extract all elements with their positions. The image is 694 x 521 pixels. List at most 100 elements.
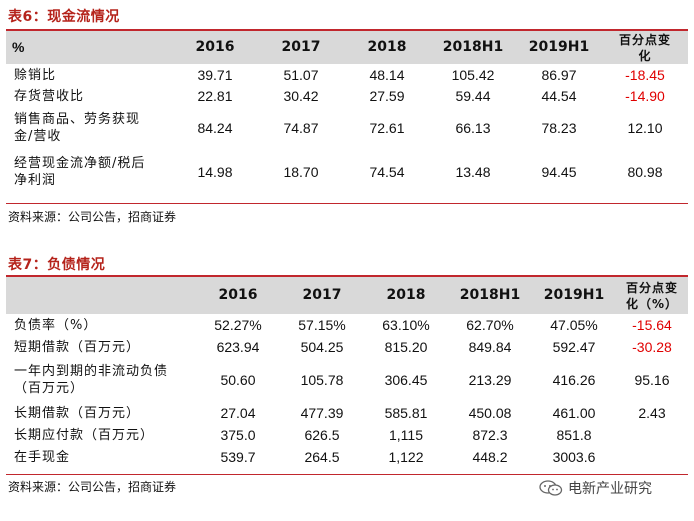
table6-top-rule xyxy=(6,29,688,31)
table7-title: 表7：负债情况 xyxy=(8,257,106,273)
table7-row: 长期应付款（百万元） 375.0 626.5 1,115 872.3 851.8 xyxy=(6,424,688,446)
row-value: -30.28 xyxy=(632,338,672,355)
row-value: 48.14 xyxy=(369,66,405,83)
table7-header-bg xyxy=(6,277,688,314)
row-value: 306.45 xyxy=(384,371,428,388)
row-value: 623.94 xyxy=(216,338,260,355)
row-value: 264.5 xyxy=(304,449,340,465)
table6-header-bg xyxy=(6,31,688,64)
row-value: -18.45 xyxy=(625,66,665,83)
row-label: 短期借款（百万元） xyxy=(14,339,141,355)
row-label: 销售商品、劳务获现金/营收 xyxy=(14,112,141,144)
row-value: 448.2 xyxy=(472,449,508,465)
row-value xyxy=(616,446,688,469)
row-value: 59.44 xyxy=(455,87,491,104)
row-value: 80.98 xyxy=(627,163,663,180)
row-value: 592.47 xyxy=(552,338,596,355)
row-value: 13.48 xyxy=(455,163,491,180)
row-value xyxy=(616,424,688,446)
row-value: 22.81 xyxy=(197,87,233,104)
row-value: 477.39 xyxy=(300,404,344,421)
row-value: 50.60 xyxy=(220,371,256,388)
row-value: 66.13 xyxy=(455,119,491,136)
table6-header-row: % 2016 2017 2018 2018H1 2019H1 百分点变化 xyxy=(6,31,688,64)
table6-row: 销售商品、劳务获现金/营收 84.24 74.87 72.61 66.13 78.23 12… xyxy=(6,106,688,150)
table6-header-cell: 2018 xyxy=(367,39,407,55)
table6-header-cell: 2018H1 xyxy=(442,39,504,55)
row-value: 12.10 xyxy=(627,119,663,136)
row-value: 57.15% xyxy=(298,316,346,333)
row-value: 3003.6 xyxy=(552,449,596,465)
row-value: 105.42 xyxy=(451,66,495,83)
table6-row: 存货营收比 22.81 30.42 27.59 59.44 44.54 -14.90 xyxy=(6,86,688,106)
row-value: 1,115 xyxy=(389,426,423,443)
table7-source: 资料来源：公司公告，招商证券 xyxy=(8,480,177,494)
row-value: 626.5 xyxy=(304,426,340,443)
table7-header-row: 2016 2017 2018 2018H1 2019H1 百分点变化（%） xyxy=(6,277,688,314)
watermark-text: 电新产业研究 xyxy=(568,481,652,497)
row-value: 74.54 xyxy=(369,163,405,180)
row-value: 51.07 xyxy=(283,66,319,83)
row-label: 一年内到期的非流动负债（百万元） xyxy=(14,364,169,396)
table7-header-cell xyxy=(6,277,196,314)
table7-row: 在手现金 539.7 264.5 1,122 448.2 3003.6 xyxy=(6,446,688,469)
row-value: 105.78 xyxy=(300,371,344,388)
row-value: 52.27% xyxy=(214,316,262,333)
row-label: 存货营收比 xyxy=(14,88,85,104)
row-value: 375.0 xyxy=(220,426,256,443)
row-value: 872.3 xyxy=(472,426,508,443)
row-label: 在手现金 xyxy=(14,450,71,465)
row-label: 负债率（%） xyxy=(14,317,98,333)
table7-header-cell: 2018 xyxy=(386,287,426,303)
row-value: 2.43 xyxy=(638,404,666,421)
table6-header-cell: 2017 xyxy=(281,39,321,55)
row-value: 74.87 xyxy=(283,119,319,136)
table6-row: 赊销比 39.71 51.07 48.14 105.42 86.97 -18.45 xyxy=(6,64,688,86)
row-value: 450.08 xyxy=(468,404,512,421)
row-value: 851.8 xyxy=(556,426,592,443)
row-value: 213.29 xyxy=(468,371,512,388)
row-value: 86.97 xyxy=(541,66,577,83)
row-value: 47.05% xyxy=(550,316,598,333)
wechat-icon xyxy=(539,480,563,496)
row-value: 44.54 xyxy=(541,87,577,104)
row-value: 72.61 xyxy=(369,119,405,136)
row-value: 94.45 xyxy=(541,163,577,180)
row-value: 585.81 xyxy=(384,404,428,421)
table7-header-cell: 百分点变化（%） xyxy=(625,280,679,311)
row-label: 赊销比 xyxy=(14,67,57,83)
row-value: -15.64 xyxy=(632,316,672,333)
row-value: 849.84 xyxy=(468,338,512,355)
row-label: 长期应付款（百万元） xyxy=(14,427,155,443)
table6-header-cell: % xyxy=(12,39,25,55)
row-value: 30.42 xyxy=(283,87,319,104)
table6-source: 资料来源：公司公告，招商证券 xyxy=(8,210,177,224)
row-value: 84.24 xyxy=(197,119,233,136)
table6-header-cell: 2016 xyxy=(195,39,235,55)
row-value: 815.20 xyxy=(384,338,428,355)
table7-header-cell: 2017 xyxy=(302,287,342,303)
row-value: 1,122 xyxy=(388,449,424,465)
table6-header-cell: 2019H1 xyxy=(528,39,590,55)
table7-row: 负债率（%） 52.27% 57.15% 63.10% 62.70% 47.05% -15.… xyxy=(6,314,688,336)
row-value: -14.90 xyxy=(625,87,665,104)
row-value: 27.59 xyxy=(369,87,405,104)
table7-row: 长期借款（百万元） 27.04 477.39 585.81 450.08 461.00 2.… xyxy=(6,402,688,424)
table6-title: 表6：现金流情况 xyxy=(8,9,120,25)
row-value: 18.70 xyxy=(283,163,319,180)
row-label: 长期借款（百万元） xyxy=(14,405,141,421)
table7-bottom-rule xyxy=(6,474,688,475)
table6: % 2016 2017 2018 2018H1 2019H1 百分点变化 赊销比… xyxy=(6,31,688,194)
table7-header-cell: 2018H1 xyxy=(459,287,521,303)
row-value: 62.70% xyxy=(466,316,514,333)
row-value: 95.16 xyxy=(634,371,670,388)
table6-row: 经营现金流净额/税后净利润 14.98 18.70 74.54 13.48 94.45 80… xyxy=(6,150,688,194)
row-value: 504.25 xyxy=(300,338,344,355)
watermark: 电新产业研究 xyxy=(538,478,652,498)
table7-top-rule xyxy=(6,275,688,277)
table6-bottom-rule xyxy=(6,203,688,204)
row-value: 63.10% xyxy=(382,316,430,333)
row-value: 39.71 xyxy=(197,66,233,83)
row-value: 539.7 xyxy=(220,449,256,465)
row-value: 27.04 xyxy=(220,404,256,421)
